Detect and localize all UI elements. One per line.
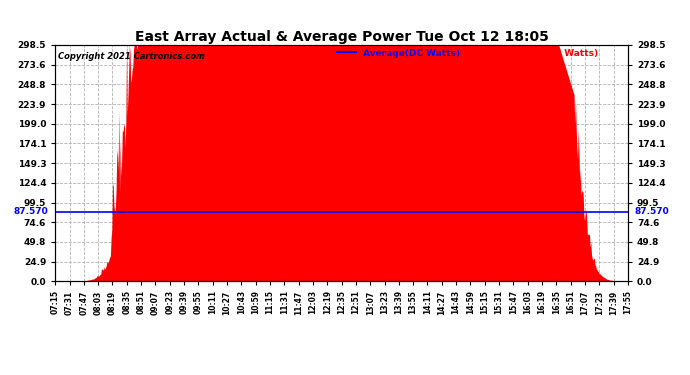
Title: East Array Actual & Average Power Tue Oct 12 18:05: East Array Actual & Average Power Tue Oc… [135,30,549,44]
Legend: Average(DC Watts), East Array(DC Watts): Average(DC Watts), East Array(DC Watts) [334,45,601,61]
Text: 87.570: 87.570 [635,207,669,216]
Text: 87.570: 87.570 [14,207,48,216]
Text: Copyright 2021 Cartronics.com: Copyright 2021 Cartronics.com [58,52,205,61]
